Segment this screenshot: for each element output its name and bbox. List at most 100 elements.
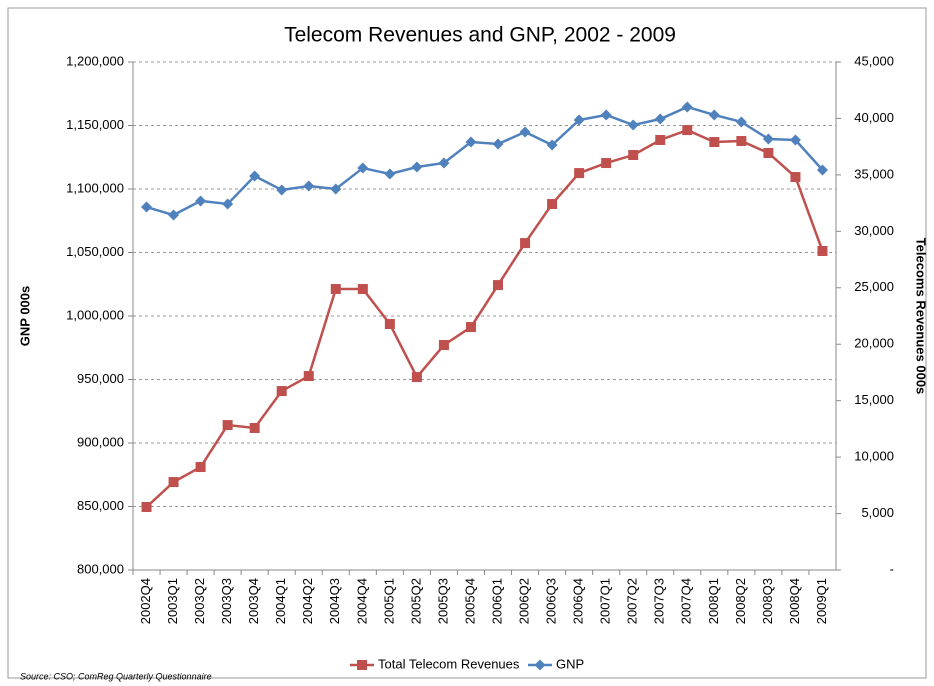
y2-tick-label: 25,000	[854, 279, 894, 294]
series-marker	[654, 113, 666, 125]
y2-axis-label: Telecoms Revenues 000s	[914, 238, 929, 395]
series-marker	[249, 170, 261, 182]
series-marker	[762, 133, 774, 145]
y2-tick-label: 10,000	[854, 449, 894, 464]
series-marker	[655, 135, 666, 146]
y-tick-label: 900,000	[77, 434, 124, 449]
y-tick-label: 1,000,000	[66, 307, 124, 322]
x-tick-label: 2003Q3	[219, 578, 234, 624]
series-marker	[357, 284, 368, 295]
series-marker	[519, 126, 531, 138]
x-tick-label: 2008Q3	[760, 578, 775, 624]
y-tick-label: 1,150,000	[66, 117, 124, 132]
x-tick-label: 2007Q2	[625, 578, 640, 624]
series-marker	[493, 280, 504, 291]
y-tick-label: 1,050,000	[66, 244, 124, 259]
x-tick-label: 2005Q1	[381, 578, 396, 624]
y2-tick-label: 45,000	[854, 53, 894, 68]
x-tick-label: 2004Q3	[327, 578, 342, 624]
series-marker	[546, 139, 558, 151]
y2-tick-label: 20,000	[854, 336, 894, 351]
legend-label: Total Telecom Revenues	[378, 656, 520, 671]
x-tick-label: 2003Q1	[165, 578, 180, 624]
x-tick-label: 2005Q2	[408, 578, 423, 624]
series-marker	[384, 168, 396, 180]
series-marker	[330, 183, 342, 195]
y-tick-label: 800,000	[77, 561, 124, 576]
series-marker	[763, 147, 774, 158]
y-axis-label: GNP 000s	[17, 286, 32, 346]
x-tick-label: 2004Q2	[300, 578, 315, 624]
x-tick-label: 2007Q4	[679, 578, 694, 624]
series-marker	[520, 238, 531, 249]
x-tick-label: 2004Q1	[273, 578, 288, 624]
x-tick-label: 2006Q2	[516, 578, 531, 624]
series-marker	[790, 172, 801, 183]
x-tick-label: 2005Q3	[435, 578, 450, 624]
series-marker	[735, 116, 747, 128]
x-tick-label: 2008Q1	[706, 578, 721, 624]
series-marker	[330, 284, 341, 295]
series-marker	[195, 195, 207, 207]
x-tick-label: 2007Q3	[652, 578, 667, 624]
x-tick-label: 2005Q4	[462, 578, 477, 624]
series-marker	[547, 199, 558, 210]
series-marker	[736, 136, 747, 147]
series-marker	[168, 477, 179, 488]
series-marker	[789, 134, 801, 146]
y2-tick-label: 35,000	[854, 166, 894, 181]
y2-tick-label: -	[890, 561, 894, 576]
x-tick-label: 2003Q4	[246, 578, 261, 624]
x-tick-label: 2003Q2	[192, 578, 207, 624]
series-marker	[601, 158, 612, 169]
legend-marker	[357, 660, 367, 670]
series-marker	[222, 198, 234, 210]
series-marker	[276, 184, 288, 196]
series-marker	[816, 164, 828, 176]
series-marker	[709, 137, 720, 148]
series-marker	[574, 168, 585, 179]
x-tick-label: 2006Q4	[571, 578, 586, 624]
series-marker	[384, 319, 395, 330]
x-tick-label: 2006Q1	[489, 578, 504, 624]
y2-tick-label: 40,000	[854, 110, 894, 125]
series-marker	[682, 125, 693, 136]
series-marker	[411, 372, 422, 383]
series-marker	[492, 138, 504, 150]
series-marker	[168, 209, 180, 221]
series-marker	[438, 157, 450, 169]
series-marker	[411, 161, 423, 173]
series-marker	[195, 462, 206, 473]
series-marker	[357, 162, 369, 174]
chart-title: Telecom Revenues and GNP, 2002 - 2009	[284, 24, 676, 47]
y2-tick-label: 5,000	[861, 505, 894, 520]
series-marker	[222, 420, 233, 431]
x-tick-label: 2002Q4	[138, 578, 153, 624]
y-tick-label: 950,000	[77, 371, 124, 386]
y2-tick-label: 15,000	[854, 392, 894, 407]
y-tick-label: 1,200,000	[66, 53, 124, 68]
series-marker	[303, 180, 315, 192]
x-tick-label: 2004Q4	[354, 578, 369, 624]
x-tick-label: 2006Q3	[544, 578, 559, 624]
x-tick-label: 2007Q1	[598, 578, 613, 624]
series-marker	[276, 386, 287, 397]
series-marker	[141, 201, 153, 213]
source-note: Source: CSO; ComReg Quarterly Questionna…	[20, 671, 212, 681]
x-tick-label: 2009Q1	[814, 578, 829, 624]
chart-border	[7, 7, 927, 679]
y-tick-label: 850,000	[77, 498, 124, 513]
y-tick-label: 1,100,000	[66, 180, 124, 195]
series-marker	[303, 371, 314, 382]
legend-marker	[534, 659, 546, 671]
series-marker	[600, 109, 612, 121]
series-marker	[708, 109, 720, 121]
series-marker	[817, 245, 828, 256]
series-line	[146, 105, 824, 217]
y2-tick-label: 30,000	[854, 223, 894, 238]
x-tick-label: 2008Q4	[787, 578, 802, 624]
x-tick-label: 2008Q2	[733, 578, 748, 624]
series-marker	[465, 136, 477, 148]
series-marker	[573, 114, 585, 126]
